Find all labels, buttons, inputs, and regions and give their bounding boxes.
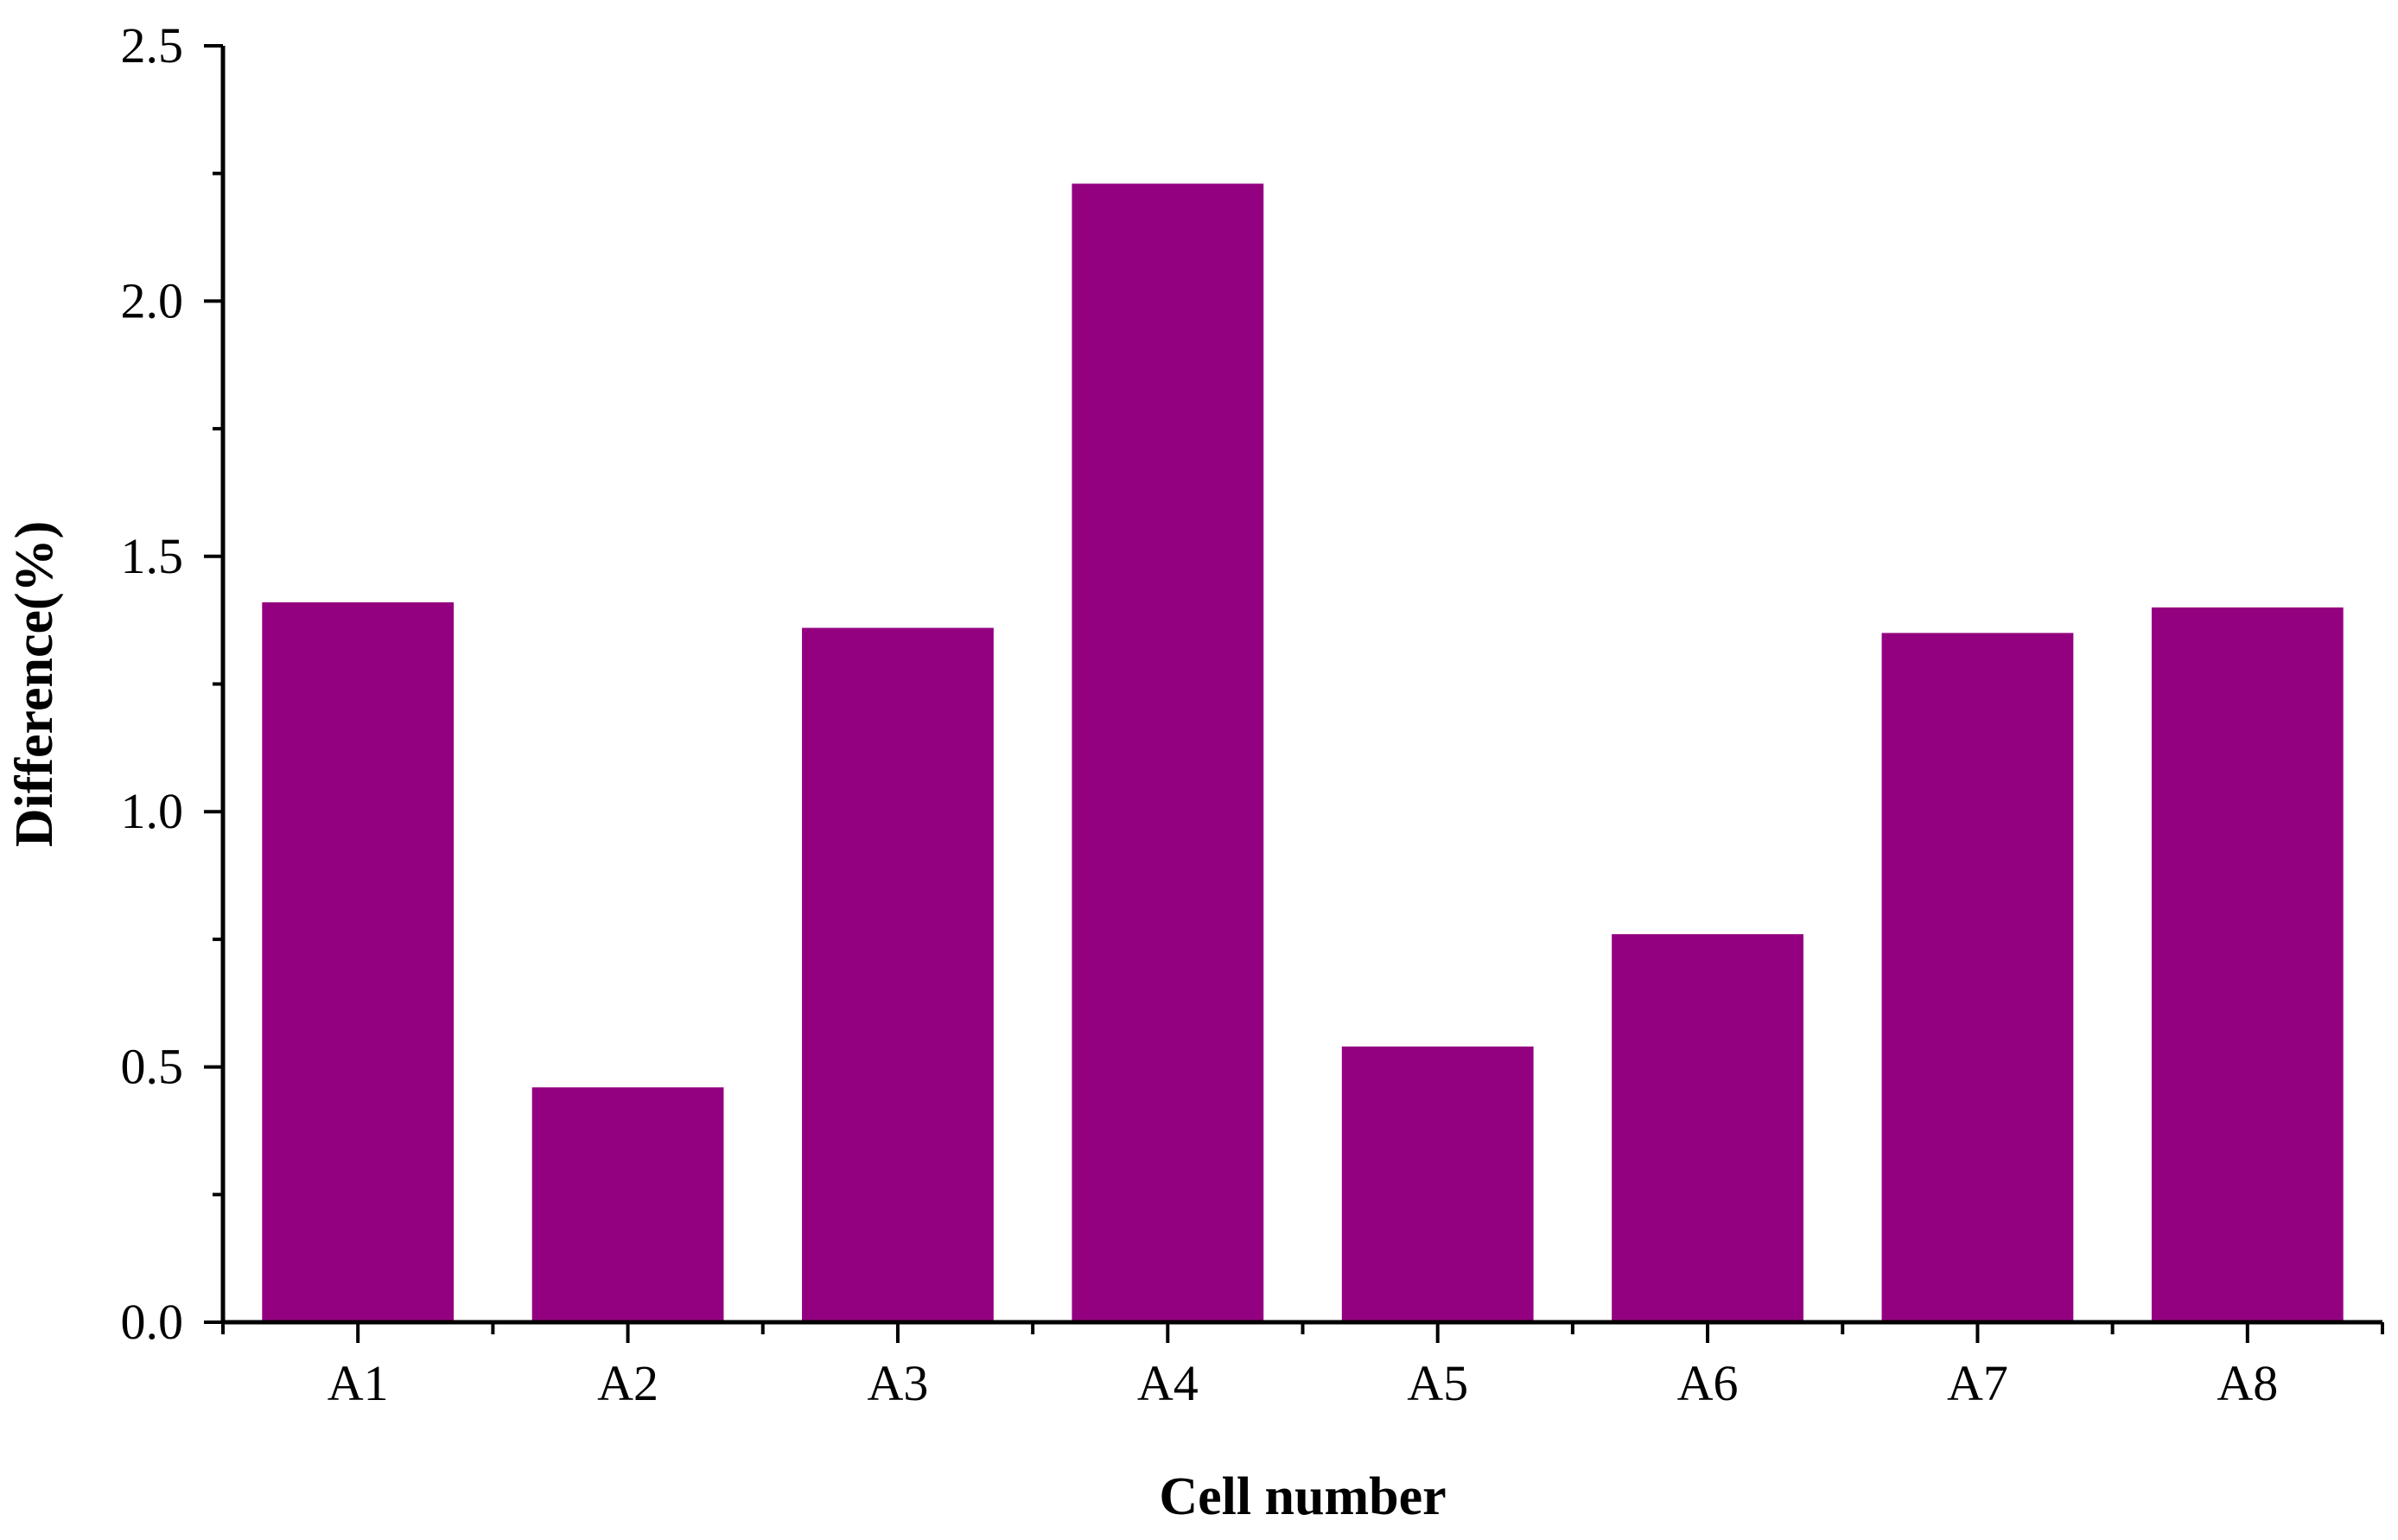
x-tick-label-a6: A6	[1677, 1355, 1739, 1411]
bar-a5	[1341, 1046, 1534, 1322]
y-tick-label: 2.5	[121, 17, 184, 73]
bar-a2	[531, 1087, 724, 1322]
bar-a1	[262, 601, 455, 1322]
bar-a8	[2151, 607, 2344, 1322]
x-tick-label-a3: A3	[867, 1355, 928, 1411]
y-tick-label: 1.0	[121, 783, 184, 839]
x-tick-label-a7: A7	[1947, 1355, 2008, 1411]
y-tick-label: 2.0	[121, 272, 184, 328]
x-tick-label-a5: A5	[1407, 1355, 1468, 1411]
y-tick-label: 0.0	[121, 1294, 184, 1350]
bars-layer	[262, 183, 2344, 1323]
bar-a4	[1072, 183, 1264, 1323]
y-tick-label: 0.5	[121, 1039, 184, 1095]
bar-a6	[1612, 933, 1803, 1322]
bar-a7	[1881, 633, 2074, 1322]
x-ticks-layer: A1 A2 A3 A4 A5 A6 A7 A8	[221, 1322, 2384, 1411]
y-axis-title: Difference(%)	[5, 521, 64, 848]
x-tick-label-a1: A1	[328, 1355, 389, 1411]
x-tick-label-a8: A8	[2217, 1355, 2278, 1411]
x-tick-label-a2: A2	[597, 1355, 658, 1411]
x-tick-label-a4: A4	[1137, 1355, 1199, 1411]
y-ticks-layer: 0.0 0.5 1.0 1.5 2.0 2.5	[121, 17, 223, 1350]
y-tick-label: 1.5	[121, 528, 184, 584]
bar-a3	[802, 627, 994, 1322]
x-axis-title: Cell number	[1159, 1467, 1446, 1526]
